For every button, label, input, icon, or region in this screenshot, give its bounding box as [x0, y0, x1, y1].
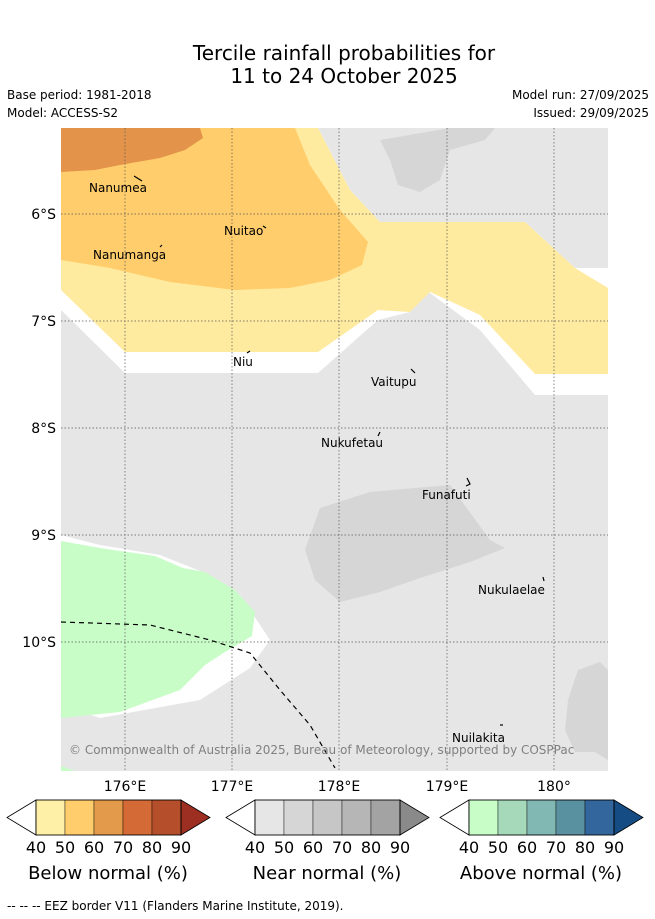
island-label: Nukulaelae [478, 583, 545, 597]
lat-label: 9°S [31, 528, 56, 544]
colorbar-tick-label: 80 [361, 838, 381, 857]
issued-date: Issued: 29/09/2025 [533, 106, 649, 120]
colorbar-segment [526, 799, 557, 836]
above-normal-40-corner [61, 766, 75, 771]
colorbar-segment [283, 799, 314, 836]
colorbar-segment [468, 799, 499, 836]
island-label: Vaitupu [371, 375, 417, 389]
colorbar-tick-label: 50 [274, 838, 294, 857]
colorbar-tick-label: 40 [459, 838, 479, 857]
island-label: Nuitao [224, 224, 263, 238]
model-run: Model run: 27/09/2025 [511, 88, 649, 102]
island-label: Niu [233, 355, 253, 369]
colorbar-segment [93, 799, 124, 836]
island-label: Nuilakita [452, 731, 505, 745]
lon-label: 178°E [318, 779, 361, 795]
colorbar-extend-high [613, 799, 644, 836]
colorbar-tick-label: 90 [390, 838, 410, 857]
colorbar-tick-label: 40 [26, 838, 46, 857]
eez-legend: -- -- -- EEZ border V11 (Flanders Marine… [7, 899, 344, 913]
colorbar-tick-label: 90 [604, 838, 624, 857]
colorbar-extend-high [399, 799, 430, 836]
colorbar-segment [254, 799, 285, 836]
model-name: Model: ACCESS-S2 [7, 106, 119, 120]
lon-label: 177°E [211, 779, 254, 795]
colorbar-tick-label: 70 [113, 838, 133, 857]
colorbar-segment [151, 799, 182, 836]
lon-label: 176°E [104, 779, 147, 795]
colorbar-segment [64, 799, 95, 836]
eez-border [61, 621, 336, 769]
colorbar-tick-label: 60 [517, 838, 537, 857]
colorbar-segment [122, 799, 153, 836]
colorbar-above-normal: 40 50 60 70 80 90 [439, 799, 644, 857]
colorbar-tick-label: 60 [303, 838, 323, 857]
colorbar-tick-label: 40 [245, 838, 265, 857]
colorbar-tick-label: 80 [142, 838, 162, 857]
near-normal-40-region-top [318, 128, 608, 268]
island-label: Funafuti [422, 488, 471, 502]
colorbar-near-label: Near normal (%) [252, 863, 402, 884]
colorbar-tick-label: 60 [84, 838, 104, 857]
colorbar-extend-high [180, 799, 211, 836]
colorbar-segment [555, 799, 586, 836]
lon-label: 180° [537, 779, 571, 795]
colorbar-below-normal: 40 50 60 70 80 90 [6, 799, 211, 857]
colorbar-tick-label: 70 [332, 838, 352, 857]
near-normal-50-region-mid [305, 485, 505, 602]
colorbar-extend-low [439, 799, 470, 836]
lon-label: 179°E [426, 779, 469, 795]
colorbar-segment [312, 799, 343, 836]
colorbar-extend-low [225, 799, 256, 836]
colorbar-extend-low [6, 799, 37, 836]
lat-label: 8°S [31, 421, 56, 437]
lat-label: 6°S [31, 207, 56, 223]
above-normal-40-region [61, 541, 255, 718]
below-normal-50-region [61, 128, 368, 290]
below-normal-60-region [61, 128, 203, 172]
copyright-notice: © Commonwealth of Australia 2025, Bureau… [69, 743, 574, 757]
island-shapes [133, 175, 545, 726]
colorbar-tick-label: 50 [55, 838, 75, 857]
graticule [61, 128, 608, 771]
colorbar-tick-label: 50 [488, 838, 508, 857]
lat-label: 10°S [22, 635, 56, 651]
island-label: Nanumanga [93, 248, 166, 262]
colorbar-segment [584, 799, 615, 836]
base-period: Base period: 1981-2018 [7, 88, 152, 102]
colorbar-tick-label: 90 [171, 838, 191, 857]
colorbar-segment [497, 799, 528, 836]
colorbar-near-normal: 40 50 60 70 80 90 [225, 799, 430, 857]
colorbar-tick-label: 80 [575, 838, 595, 857]
colorbar-segment [370, 799, 401, 836]
map-title-line2: 11 to 24 October 2025 [230, 64, 458, 88]
island-label: Nukufetau [321, 436, 383, 450]
colorbar-segment [35, 799, 66, 836]
lat-label: 7°S [31, 314, 56, 330]
near-normal-50-region-se [565, 662, 608, 760]
colorbar-above-label: Above normal (%) [459, 863, 623, 884]
island-label: Nanumea [89, 181, 147, 195]
colorbar-tick-label: 70 [546, 838, 566, 857]
near-normal-50-region-top [380, 128, 495, 192]
colorbar-segment [341, 799, 372, 836]
colorbar-below-label: Below normal (%) [28, 863, 188, 884]
map-title-line1: Tercile rainfall probabilities for [192, 41, 496, 65]
